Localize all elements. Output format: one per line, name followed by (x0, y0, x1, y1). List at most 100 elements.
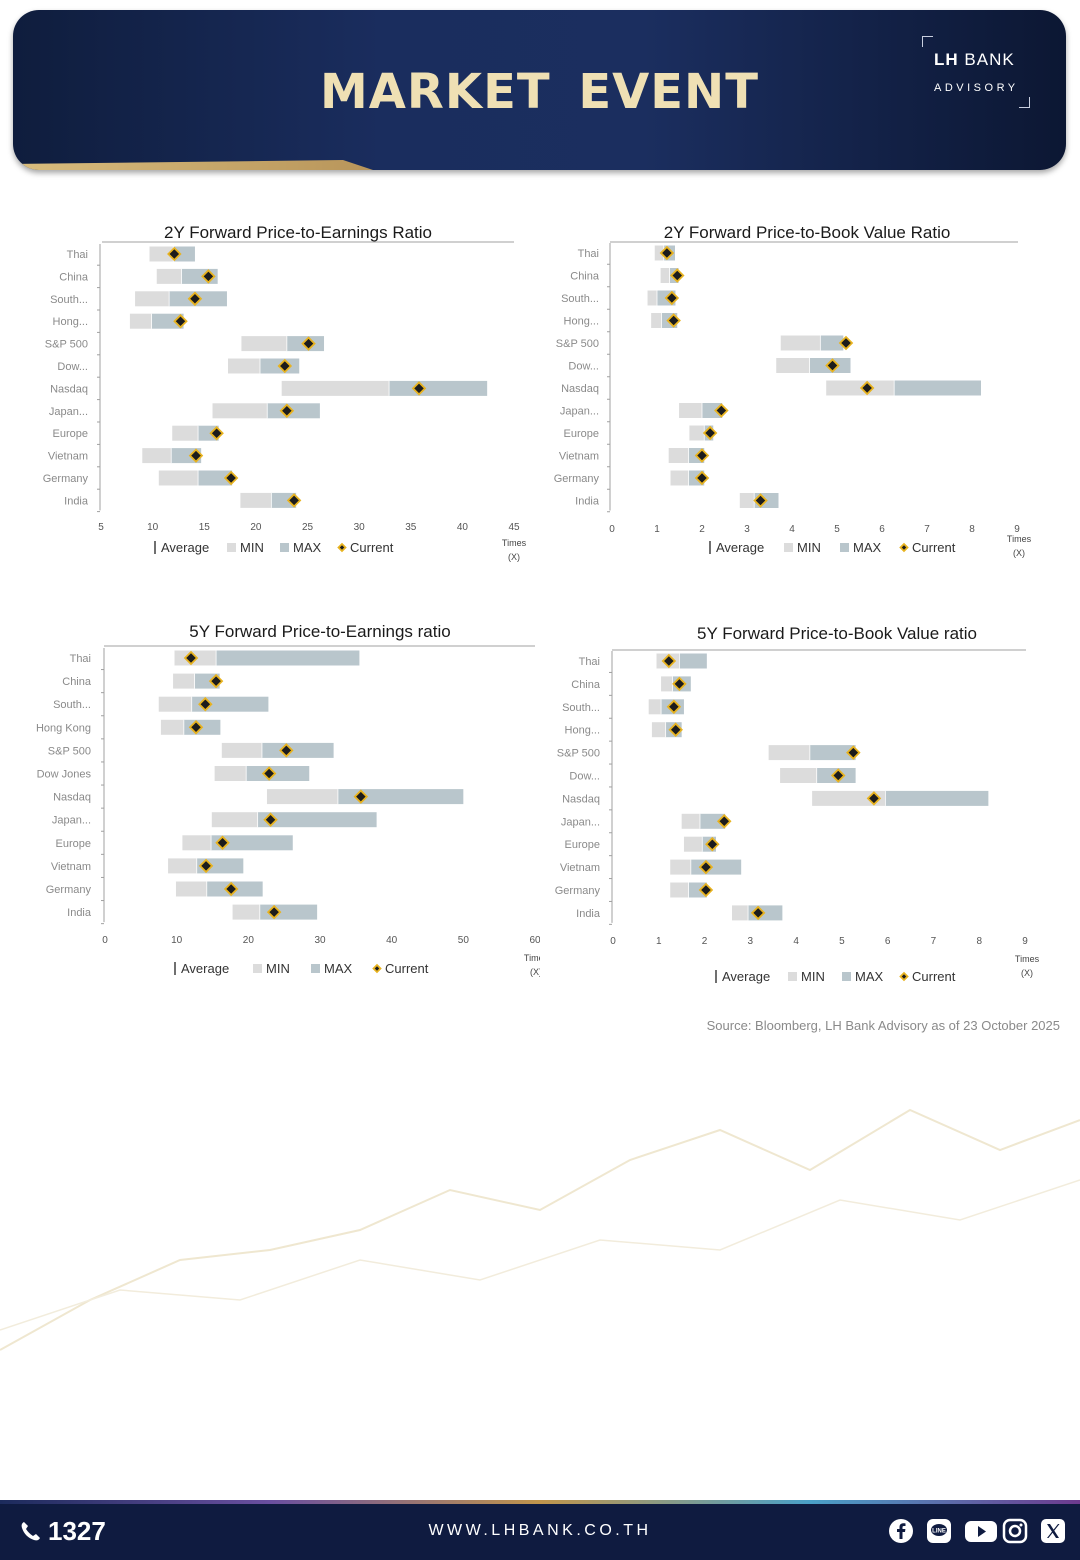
min-bar (776, 358, 810, 373)
youtube-icon[interactable] (964, 1518, 997, 1544)
legend-max-swatch (280, 543, 289, 552)
max-bar (216, 650, 360, 666)
category-label: South... (53, 699, 91, 711)
legend-max-label: MAX (324, 961, 353, 976)
category-label: S&P 500 (48, 745, 91, 757)
current-marker (279, 403, 295, 419)
current-marker (286, 493, 302, 508)
website-link[interactable]: WWW.LHBANK.CO.TH (428, 1522, 652, 1539)
legend-max-label: MAX (293, 540, 322, 555)
category-label: Nasdaq (561, 383, 599, 395)
min-bar (160, 719, 184, 735)
source-note: Source: Bloomberg, LH Bank Advisory as o… (706, 1018, 1060, 1033)
current-marker (223, 881, 239, 897)
category-label: S&P 500 (556, 338, 599, 350)
x-tick-label: 1 (654, 524, 660, 535)
legend-average-label: Average (722, 969, 770, 984)
x-tick-label: 3 (748, 936, 754, 947)
x-tick-label: 1 (656, 936, 662, 947)
chart-2y-pe: 2Y Forward Price-to-Earnings Ratio Thai Ch… (43, 223, 527, 562)
social-links: LINE (888, 1518, 1066, 1544)
legend-max-swatch (311, 964, 320, 973)
x-icon[interactable] (1040, 1518, 1066, 1544)
x-tick-label: 8 (969, 524, 975, 535)
x-tick-label: 40 (386, 935, 398, 946)
max-bar (389, 380, 488, 396)
category-label: Hong... (564, 316, 599, 328)
category-label: Thai (70, 653, 91, 665)
category-label: Vietnam (48, 451, 88, 463)
x-tick-label: 40 (457, 522, 469, 533)
legend-max-swatch (842, 972, 851, 981)
axis-unit-label: Times (1007, 534, 1032, 544)
min-bar (670, 859, 691, 875)
chart-title: 2Y Forward Price-to-Earnings Ratio (164, 223, 432, 242)
min-bar (168, 858, 197, 874)
x-tick-label: 5 (839, 936, 845, 947)
current-marker (838, 335, 854, 351)
x-tick-label: 5 (98, 522, 104, 533)
min-bar (651, 722, 666, 738)
min-bar (158, 470, 199, 486)
axis-unit-label: (X) (1013, 548, 1025, 558)
category-label: Hong Kong (36, 722, 91, 734)
chart-title: 2Y Forward Price-to-Book Value Ratio (664, 223, 951, 242)
max-bar (809, 745, 856, 761)
x-tick-label: 0 (610, 936, 616, 947)
current-marker (698, 882, 714, 898)
facebook-icon[interactable] (888, 1518, 914, 1544)
legend-min-swatch (253, 964, 262, 973)
line-icon[interactable]: LINE (926, 1518, 952, 1544)
category-label: South... (561, 293, 599, 305)
x-tick-label: 2 (702, 936, 708, 947)
category-label: Europe (565, 839, 600, 851)
category-label: Germany (555, 885, 601, 897)
category-label: Nasdaq (50, 383, 88, 395)
x-tick-label: 50 (458, 935, 470, 946)
category-label: Europe (53, 428, 88, 440)
x-tick-label: 0 (102, 935, 108, 946)
x-tick-label: 10 (147, 522, 159, 533)
min-bar (648, 699, 662, 715)
min-bar (689, 425, 705, 441)
x-tick-label: 9 (1014, 524, 1020, 535)
phone-contact[interactable]: 1327 (18, 1516, 106, 1547)
chart-2y-pbv: 2Y Forward Price-to-Book Value Ratio Thai… (554, 223, 1032, 558)
current-marker (668, 722, 683, 737)
category-label: Germany (554, 473, 600, 485)
current-marker (702, 425, 718, 441)
category-label: South... (50, 294, 88, 306)
legend-average-label: Average (181, 961, 229, 976)
logo-corner-top-left (922, 36, 933, 47)
current-marker (672, 676, 687, 692)
min-bar (732, 905, 749, 921)
instagram-icon[interactable] (1002, 1518, 1028, 1544)
category-label: S&P 500 (45, 339, 88, 351)
x-tick-label: 5 (834, 524, 840, 535)
axis-unit-label: Times (1015, 954, 1040, 964)
category-label: Japan... (49, 406, 88, 418)
max-bar (337, 789, 464, 805)
chart-5y-pbv: 5Y Forward Price-to-Book Value ratio Thai… (555, 624, 1040, 984)
legend-current-swatch (899, 971, 909, 982)
category-label: Vietnam (559, 451, 599, 463)
max-bar (271, 492, 297, 508)
current-marker (266, 904, 282, 920)
category-label: South... (562, 702, 600, 714)
legend-current-label: Current (912, 540, 956, 555)
min-bar (135, 291, 170, 307)
current-marker (208, 673, 224, 689)
x-tick-label: 30 (314, 935, 326, 946)
max-bar (191, 696, 269, 712)
current-marker (698, 859, 714, 875)
current-marker (705, 836, 720, 852)
x-tick-label: 10 (171, 935, 183, 946)
category-label: Dow Jones (37, 769, 92, 781)
min-bar (182, 835, 212, 851)
legend-current-label: Current (912, 969, 956, 984)
current-marker (750, 905, 766, 921)
current-marker (188, 720, 204, 735)
category-label: Europe (564, 428, 599, 440)
max-bar (679, 653, 707, 669)
phone-number: 1327 (48, 1516, 106, 1546)
